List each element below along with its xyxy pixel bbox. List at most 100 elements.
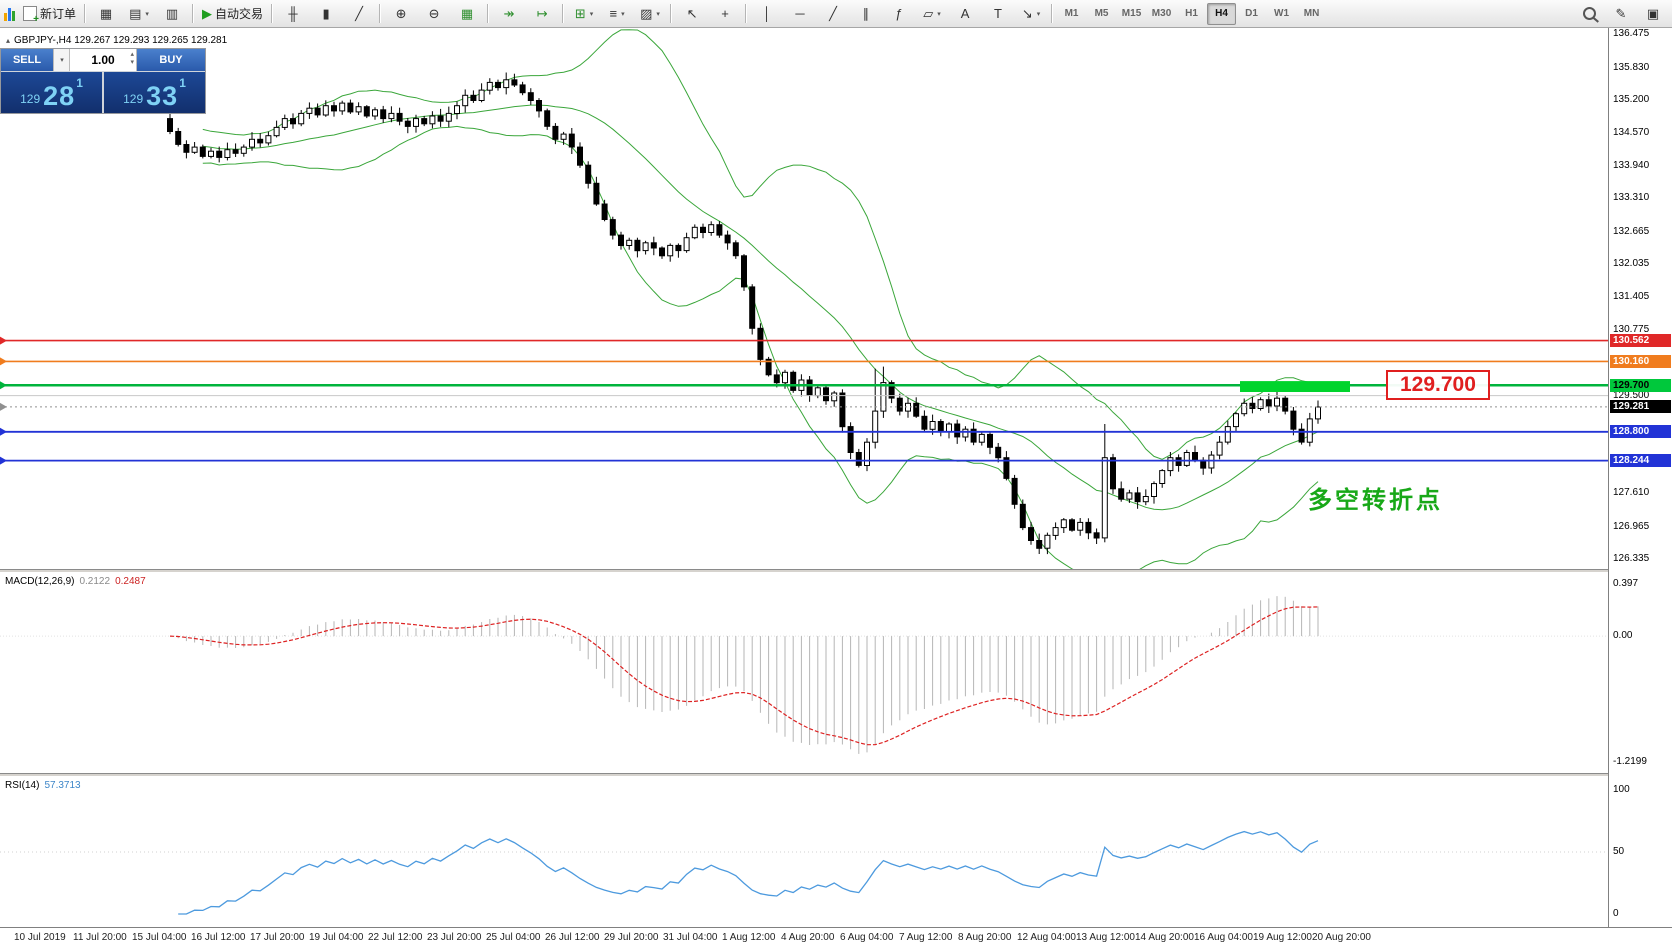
timeframe-m5[interactable]: M5 — [1094, 8, 1109, 19]
label-button[interactable]: T — [982, 2, 1014, 26]
search-icon — [1582, 7, 1596, 20]
bollinger-bands — [202, 29, 1319, 569]
new-chart-button[interactable]: ▦ — [90, 2, 122, 26]
auto-trading-play-icon: ▶ — [202, 6, 213, 21]
zoom-in-icon: ⊕ — [395, 6, 407, 21]
chevron-down-icon: ▾ — [589, 10, 594, 18]
new-chart-icon: ▦ — [99, 6, 113, 21]
price-tick: 135.200 — [1613, 94, 1650, 105]
macd-indicator-label: MACD(12,26,9) 0.2122 0.2487 — [5, 576, 146, 587]
arrows-button[interactable]: ↘ ▾ — [1015, 2, 1047, 26]
app-logo-icon — [4, 7, 15, 21]
sell-price-pip: 1 — [76, 76, 83, 90]
timeframe-m30[interactable]: M30 — [1151, 8, 1172, 19]
stepper-up-icon[interactable]: ▴ — [130, 51, 134, 58]
time-axis-label: 15 Jul 04:00 — [132, 932, 187, 943]
rsi-name: RSI(14) — [5, 780, 40, 791]
rsi-canvas[interactable] — [0, 777, 1608, 927]
buy-price-main: 33 — [146, 81, 179, 111]
time-axis-label: 14 Aug 20:00 — [1135, 932, 1194, 943]
order-type-dropdown[interactable]: ▾ — [53, 49, 70, 71]
time-axis-label: 26 Jul 12:00 — [545, 932, 600, 943]
price-scale[interactable]: 0.397 0.00 -1.2199 100 50 0 136.475 135.8… — [1608, 28, 1672, 927]
timeframe-w1[interactable]: W1 — [1274, 8, 1290, 19]
chevron-down-icon: ▾ — [1036, 10, 1041, 18]
indicators-button[interactable]: ⊞ ▾ — [568, 2, 600, 26]
price-level-callout[interactable]: 129.700 — [1386, 370, 1490, 400]
lot-size-input[interactable]: 1.00 ▴ ▾ — [70, 49, 137, 71]
periods-button[interactable]: ≡ ▾ — [601, 2, 633, 26]
sell-price[interactable]: 129 28 1 — [1, 72, 102, 113]
new-order-button[interactable]: 新订单 — [19, 2, 80, 26]
time-axis-label: 17 Jul 20:00 — [250, 932, 305, 943]
profiles-button[interactable]: ▤ ▾ — [123, 2, 155, 26]
fibonacci-icon: ƒ — [895, 6, 903, 21]
data-window-button[interactable]: ▥ — [156, 2, 188, 26]
time-axis-label: 16 Aug 04:00 — [1194, 932, 1253, 943]
timeframe-h4[interactable]: H4 — [1207, 2, 1237, 25]
templates-button[interactable]: ▨ ▾ — [634, 2, 666, 26]
candles — [167, 72, 1321, 555]
highlight-zone[interactable] — [1240, 381, 1350, 392]
rsi-indicator-label: RSI(14) 57.3713 — [5, 780, 81, 791]
price-tick: 133.940 — [1613, 160, 1650, 171]
line-chart-button[interactable]: ╱ — [343, 2, 375, 26]
chart-shift-button[interactable]: ↦ — [526, 2, 558, 26]
horizontal-line-icon: ─ — [795, 6, 805, 21]
cursor-button[interactable]: ↖ — [676, 2, 708, 26]
macd-canvas[interactable] — [0, 573, 1608, 773]
lot-stepper[interactable]: ▴ ▾ — [130, 51, 134, 67]
time-axis-label: 8 Aug 20:00 — [958, 932, 1012, 943]
toolbar-separator — [562, 4, 565, 23]
toolbar-separator — [745, 4, 748, 23]
horizontal-line-button[interactable]: ─ — [784, 2, 816, 26]
auto-trading-button[interactable]: ▶ 自动交易 — [198, 2, 267, 26]
time-axis-label: 12 Aug 04:00 — [1017, 932, 1076, 943]
timeframe-h1[interactable]: H1 — [1185, 8, 1198, 19]
price-tick: 127.610 — [1613, 487, 1650, 498]
time-axis-label: 7 Aug 12:00 — [899, 932, 953, 943]
bar-chart-button[interactable]: ╫ — [277, 2, 309, 26]
zoom-out-button[interactable]: ⊖ — [418, 2, 450, 26]
timeframe-d1[interactable]: D1 — [1245, 8, 1258, 19]
buy-button[interactable]: BUY — [137, 49, 205, 71]
vertical-line-button[interactable]: │ — [751, 2, 783, 26]
time-axis[interactable]: 10 Jul 2019 11 Jul 20:00 15 Jul 04:00 16 Ju… — [0, 927, 1672, 948]
toolbar-separator — [192, 4, 195, 23]
time-axis-label: 19 Jul 04:00 — [309, 932, 364, 943]
horizontal-lines[interactable] — [0, 336, 1608, 465]
timeframe-m15[interactable]: M15 — [1121, 8, 1142, 19]
edit-button[interactable]: ✎ — [1605, 2, 1637, 26]
sell-button[interactable]: SELL — [1, 49, 53, 71]
fibonacci-button[interactable]: ƒ — [883, 2, 915, 26]
toolbar: 新订单 ▦▤▾▥ ▶ 自动交易 ╫▮╱⊕⊖▦↠↦⊞▾≡▾▨▾↖+│─╱∥ƒ▱▾A… — [0, 0, 1672, 28]
candlestick-chart-button[interactable]: ▮ — [310, 2, 342, 26]
tile-windows-button[interactable]: ▦ — [451, 2, 483, 26]
crosshair-button[interactable]: + — [709, 2, 741, 26]
price-tick: 126.965 — [1613, 521, 1650, 532]
zoom-in-button[interactable]: ⊕ — [385, 2, 417, 26]
time-axis-label: 20 Aug 20:00 — [1312, 932, 1371, 943]
price-tick: 132.665 — [1613, 226, 1650, 237]
turning-point-text[interactable]: 多空转折点 — [1308, 487, 1443, 514]
panel-separator[interactable] — [0, 773, 1672, 777]
layout-button[interactable]: ▣ — [1637, 2, 1669, 26]
timeframe-mn[interactable]: MN — [1303, 8, 1320, 19]
line-chart-icon: ╱ — [355, 6, 363, 21]
buy-price[interactable]: 129 33 1 — [104, 72, 205, 113]
timeframe-m1[interactable]: M1 — [1064, 8, 1079, 19]
rsi-scale-50: 50 — [1613, 846, 1625, 857]
stepper-down-icon[interactable]: ▾ — [130, 59, 134, 66]
price-tick: 133.310 — [1613, 192, 1650, 203]
channel-button[interactable]: ∥ — [850, 2, 882, 26]
candlestick-chart-icon: ▮ — [322, 6, 330, 21]
text-button[interactable]: A — [949, 2, 981, 26]
panel-separator[interactable] — [0, 569, 1672, 573]
auto-scroll-button[interactable]: ↠ — [493, 2, 525, 26]
crosshair-icon: + — [721, 6, 729, 21]
shapes-button[interactable]: ▱ ▾ — [916, 2, 948, 26]
time-axis-label: 13 Aug 12:00 — [1076, 932, 1135, 943]
price-chart-canvas[interactable] — [0, 28, 1608, 569]
trendline-button[interactable]: ╱ — [817, 2, 849, 26]
search-button[interactable] — [1573, 2, 1605, 26]
